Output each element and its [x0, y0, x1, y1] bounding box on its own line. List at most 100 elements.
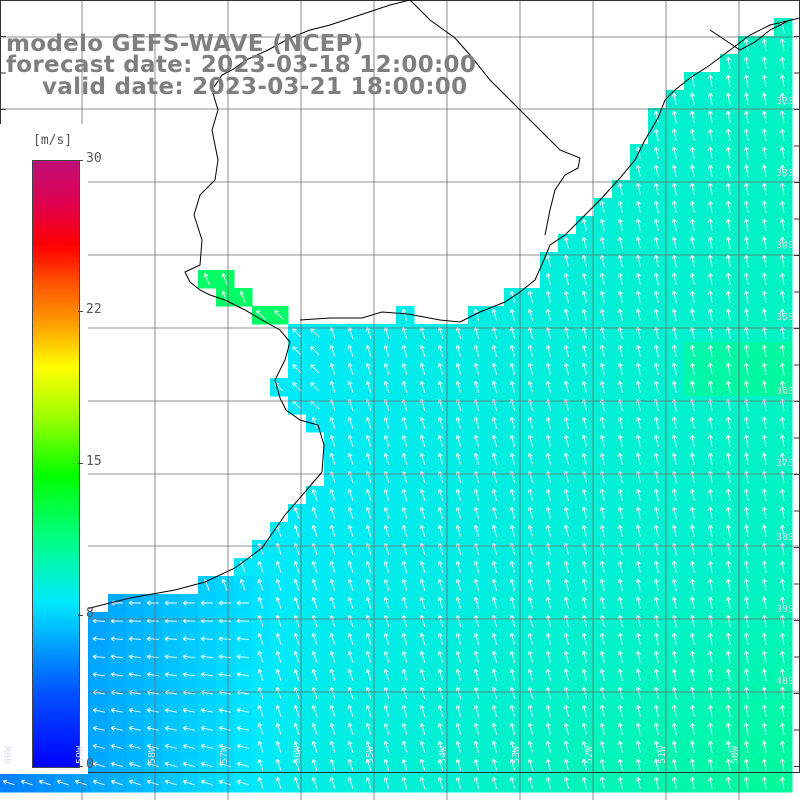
wind-arrow [581, 524, 587, 537]
lat-label: 39S [775, 604, 794, 615]
wind-arrow [491, 542, 498, 555]
wind-arrow [419, 614, 426, 627]
lat-label: 38S [775, 532, 794, 543]
wind-arrow [164, 654, 178, 660]
wind-arrow [779, 524, 785, 537]
wind-arrow [401, 344, 408, 357]
wind-arrow [581, 254, 587, 267]
wind-arrow [707, 218, 713, 231]
wind-arrow [617, 416, 623, 429]
wind-arrow [779, 254, 785, 267]
wind-arrow [383, 470, 390, 483]
wind-arrow [218, 761, 231, 768]
wind-arrow [725, 596, 731, 609]
wind-arrow [725, 758, 731, 771]
wind-arrow [671, 686, 677, 699]
wind-arrow [146, 654, 160, 660]
wind-arrow [365, 632, 372, 645]
wind-arrow [365, 506, 372, 519]
lat-label: 35S [775, 312, 794, 323]
wind-arrow [743, 506, 749, 519]
wind-arrow [365, 380, 372, 393]
wind-arrow [635, 722, 641, 735]
wind-arrow [437, 560, 444, 573]
wind-arrow [527, 578, 534, 591]
wind-arrow [707, 182, 713, 195]
wind-arrow [545, 290, 551, 303]
wind-arrow [311, 632, 318, 645]
wind-arrow [761, 308, 767, 321]
wind-arrow [236, 779, 249, 786]
wind-arrow [707, 416, 713, 429]
wind-arrow [473, 686, 480, 699]
wind-arrow [761, 614, 767, 627]
wind-arrow [182, 743, 195, 749]
wind-arrow [491, 524, 498, 537]
wind-arrow [419, 434, 426, 447]
wind-arrow [473, 722, 480, 735]
wind-arrow [92, 707, 105, 713]
wind-arrow [383, 542, 390, 555]
wind-arrow [761, 560, 767, 573]
colorbar-tick-8: 8 [86, 606, 94, 621]
wind-arrow [128, 779, 141, 786]
wind-arrow [581, 308, 587, 321]
wind-arrow [146, 672, 159, 678]
wind-arrow [653, 560, 659, 573]
wind-arrow [365, 686, 372, 699]
wind-arrow [164, 672, 177, 678]
coastline-uy [299, 17, 800, 323]
colorbar-tick-22: 22 [86, 302, 102, 317]
wind-arrow [383, 632, 390, 645]
wind-arrow [725, 704, 731, 717]
wind-arrow [146, 761, 159, 768]
wind-arrow [563, 416, 569, 429]
wind-arrow [527, 686, 534, 699]
wind-arrow [401, 650, 408, 663]
wind-arrow [164, 761, 177, 768]
wind-arrow [689, 668, 695, 681]
wind-arrow [671, 614, 677, 627]
wind-arrow [491, 506, 498, 519]
wind-arrow [779, 164, 785, 177]
wind-arrow [257, 687, 264, 699]
wind-arrow [761, 182, 767, 195]
wind-arrow [419, 524, 426, 537]
wind-arrow [599, 272, 605, 285]
wind-arrow [110, 654, 124, 660]
wind-arrow [707, 452, 713, 465]
wind-arrow [527, 488, 534, 501]
wind-arrow [293, 614, 300, 627]
wind-arrow [383, 686, 390, 699]
wind-arrow [545, 254, 551, 267]
wind-arrow [599, 308, 605, 321]
wind-arrow [311, 650, 318, 663]
wind-arrow [347, 578, 354, 591]
wind-arrow [491, 650, 498, 663]
wind-arrow [437, 362, 444, 375]
wind-arrow [146, 636, 160, 642]
wind-arrow [257, 669, 264, 681]
wind-arrow [473, 506, 480, 519]
wind-arrow [293, 560, 300, 573]
wind-arrow [761, 686, 767, 699]
lon-label: 58W [147, 745, 158, 764]
wind-arrow [437, 344, 444, 357]
wind-arrow [329, 488, 336, 501]
wind-arrow [743, 308, 749, 321]
wind-arrow [491, 434, 498, 447]
wind-arrow [329, 758, 336, 771]
wind-arrow [671, 92, 677, 105]
wind-arrow [473, 488, 480, 501]
wind-arrow [347, 668, 354, 681]
wind-arrow [725, 146, 731, 159]
wind-arrow [725, 290, 731, 303]
wind-arrow [509, 578, 516, 591]
wind-arrow [563, 524, 569, 537]
wind-arrow [527, 560, 534, 573]
wind-arrow [671, 740, 677, 753]
wind-arrow [653, 578, 659, 591]
wind-arrow [617, 254, 623, 267]
wind-arrow [653, 722, 659, 735]
wind-arrow [329, 560, 336, 573]
